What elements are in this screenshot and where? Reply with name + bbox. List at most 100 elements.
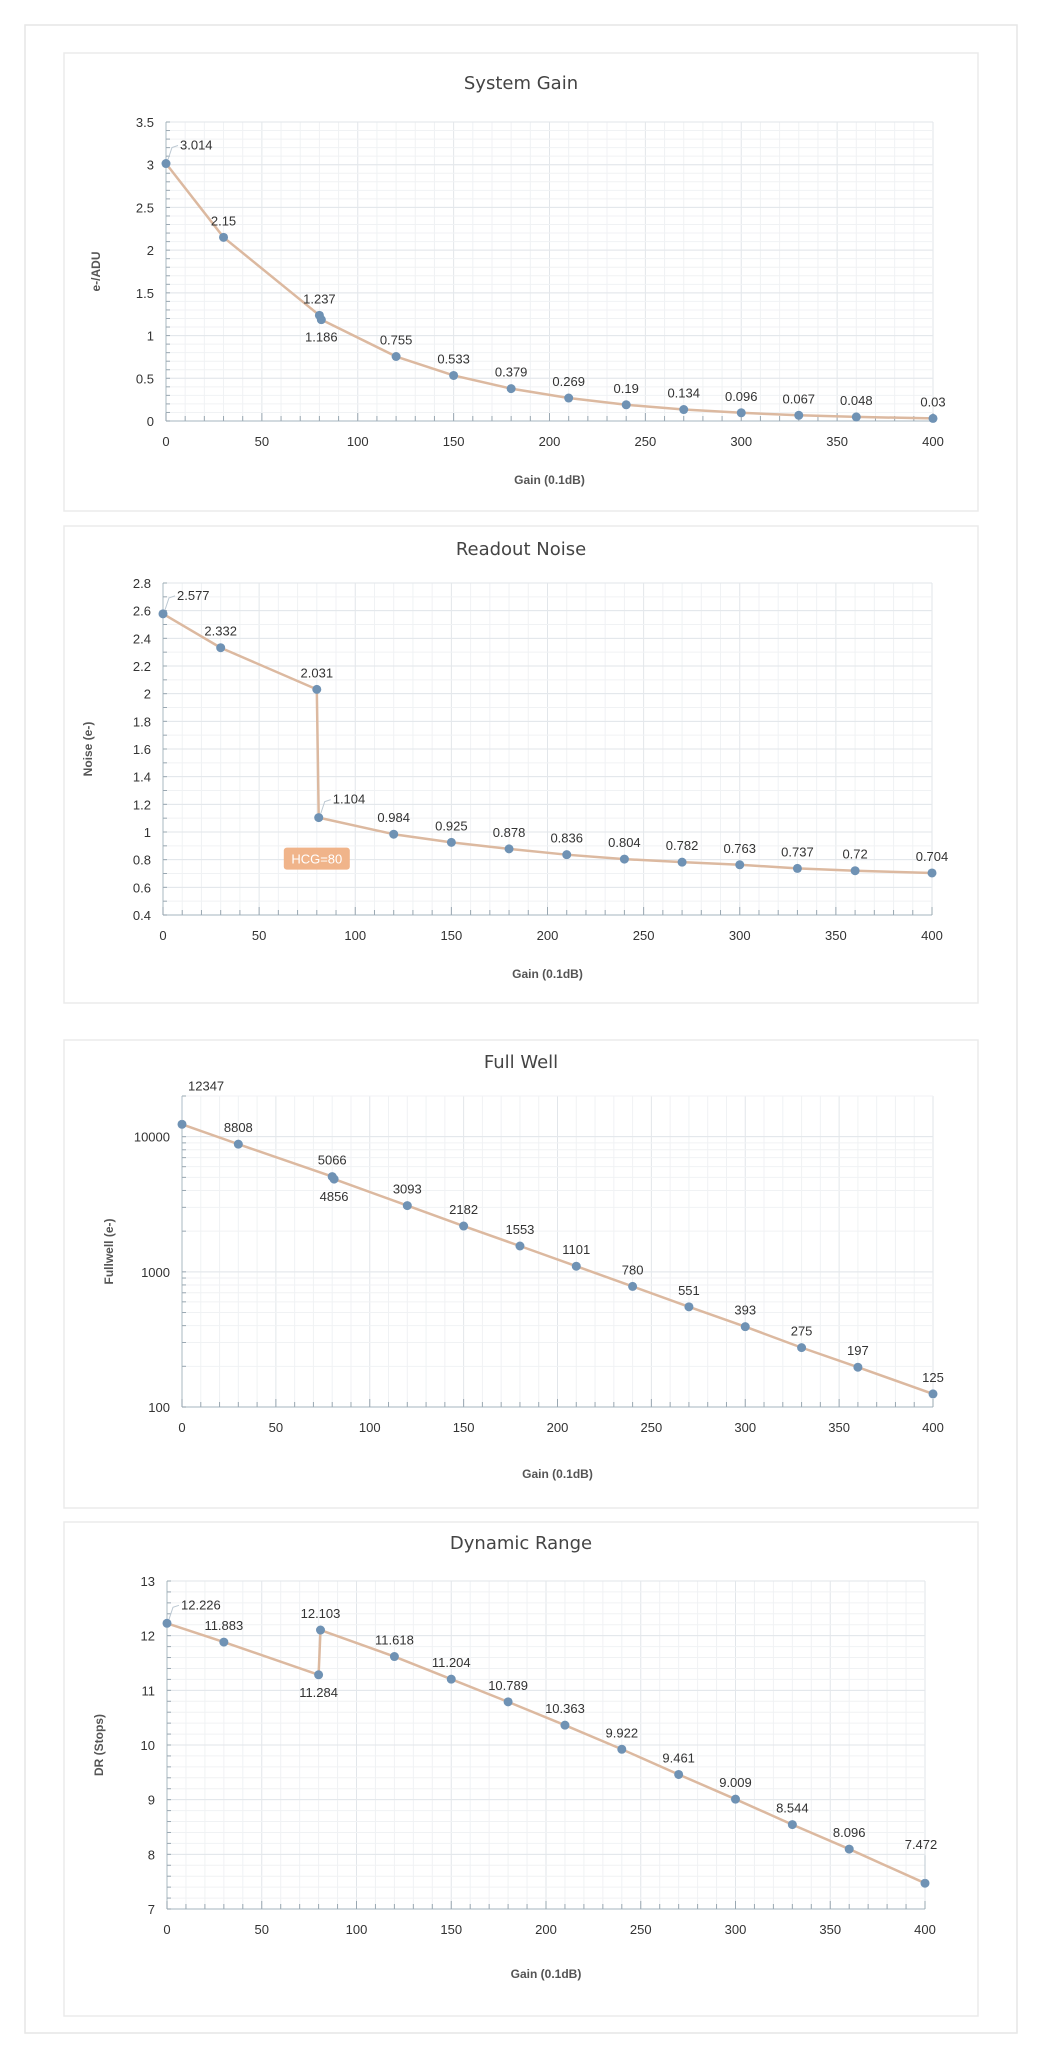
y-tick-label: 1.8 [133, 714, 151, 729]
series-line [162, 612, 933, 875]
data-point [571, 1261, 581, 1271]
data-label: 10.363 [545, 1701, 585, 1716]
y-tick-label: 12 [141, 1629, 155, 1644]
y-tick-label: 13 [141, 1574, 155, 1589]
data-label: 8.096 [833, 1825, 866, 1840]
data-label: 3.014 [180, 138, 213, 153]
data-label: 1101 [562, 1242, 590, 1257]
data-point [684, 1302, 694, 1312]
y-tick-label: 1.2 [133, 797, 151, 812]
data-point [679, 405, 689, 415]
chart-system-gain: 0 50 100 150 200 250 300 350 400 0 0.5 1 1.5 2 2.5 3 3.5… [63, 52, 979, 512]
data-label: 0.925 [435, 818, 468, 833]
x-tick-label: 0 [178, 1420, 185, 1435]
x-tick-label: 100 [359, 1420, 381, 1435]
x-tick-label: 200 [539, 434, 561, 449]
data-point [316, 315, 326, 325]
data-point [506, 384, 516, 394]
data-label: 393 [734, 1303, 756, 1318]
data-label: 0.134 [667, 386, 700, 401]
data-point [449, 370, 459, 380]
data-label: 0.72 [842, 847, 867, 862]
data-label: 0.704 [916, 849, 949, 864]
x-tick-label: 350 [825, 928, 847, 943]
x-tick-label: 100 [344, 928, 366, 943]
y-tick-label: 0.8 [133, 853, 151, 868]
data-label: 0.03 [920, 394, 945, 409]
data-point [794, 410, 804, 420]
series-line [166, 1622, 926, 1885]
data-label: 0.878 [493, 825, 526, 840]
data-label: 11.284 [299, 1685, 338, 1700]
x-tick-label: 350 [828, 1420, 850, 1435]
data-label: 12.226 [181, 1597, 221, 1612]
x-axis-label: Gain (0.1dB) [514, 473, 585, 487]
x-tick-label: 150 [440, 1922, 462, 1937]
chart-title: Dynamic Range [450, 1533, 592, 1554]
data-label: 0.737 [781, 844, 814, 859]
data-label: 0.048 [840, 393, 873, 408]
data-point [740, 1322, 750, 1332]
data-point [731, 1794, 740, 1804]
y-tick-label: 7 [148, 1902, 155, 1917]
y-tick-label: 1 [147, 329, 154, 344]
y-tick-label: 10 [141, 1738, 155, 1753]
chart-dynamic-range: 0 50 100 150 200 250 300 350 400 7 8 9 10 11 12 13 Dynam… [63, 1521, 979, 2017]
data-point [851, 412, 861, 422]
y-axis-label: Noise (e-) [81, 722, 95, 777]
data-point [446, 837, 456, 847]
chart-card [63, 525, 979, 1004]
data-point [162, 1618, 172, 1628]
data-point [329, 1174, 339, 1184]
data-point [619, 854, 629, 864]
y-tick-label: 1.5 [136, 286, 154, 301]
chart-full-well: 0 50 100 150 200 250 300 350 400 100 1000 10000 Full… [63, 1039, 979, 1509]
data-point [459, 1221, 469, 1231]
x-axis-label: Gain (0.1dB) [522, 1467, 593, 1481]
data-label: 0.096 [725, 389, 758, 404]
data-point [844, 1844, 854, 1854]
label-leader [164, 595, 176, 611]
data-point [402, 1201, 412, 1211]
data-point [503, 1697, 513, 1707]
x-tick-label: 100 [346, 1922, 368, 1937]
y-tick-label: 3 [147, 158, 154, 173]
x-axis-label: Gain (0.1dB) [511, 1967, 582, 1981]
data-label: 551 [678, 1283, 700, 1298]
y-tick-label: 100 [148, 1400, 170, 1415]
x-tick-label: 300 [725, 1922, 747, 1937]
data-label: 2.577 [177, 588, 210, 603]
label-leader [320, 799, 331, 814]
y-tick-label: 8 [148, 1847, 155, 1862]
data-label: 0.755 [380, 333, 413, 348]
data-point [389, 1652, 399, 1662]
chart-title: System Gain [464, 73, 578, 94]
x-tick-label: 250 [630, 1922, 652, 1937]
chart-card [63, 1521, 979, 2017]
data-point [797, 1343, 807, 1353]
y-tick-label: 0.5 [136, 371, 154, 386]
chart-card [63, 52, 979, 512]
y-tick-label: 10000 [134, 1130, 170, 1145]
x-tick-label: 200 [535, 1922, 557, 1937]
data-label: 0.379 [495, 365, 528, 380]
x-tick-label: 300 [730, 434, 752, 449]
x-tick-label: 250 [635, 434, 657, 449]
data-point [853, 1362, 863, 1372]
data-point [628, 1281, 638, 1291]
y-axis-label: Fullwell (e-) [102, 1218, 116, 1284]
data-point [735, 860, 745, 870]
x-tick-label: 250 [641, 1420, 663, 1435]
x-tick-label: 400 [921, 928, 943, 943]
y-tick-label: 0.4 [133, 908, 151, 923]
y-tick-label: 9 [148, 1793, 155, 1808]
data-point [562, 850, 572, 860]
y-tick-label: 2 [144, 687, 151, 702]
x-axis-label: Gain (0.1dB) [512, 967, 583, 981]
data-point [564, 393, 574, 403]
data-label: 0.836 [550, 831, 583, 846]
y-tick-label: 1.4 [133, 770, 151, 785]
data-label: 0.19 [614, 381, 639, 396]
data-label: 2.031 [301, 665, 334, 680]
data-point [515, 1241, 525, 1251]
